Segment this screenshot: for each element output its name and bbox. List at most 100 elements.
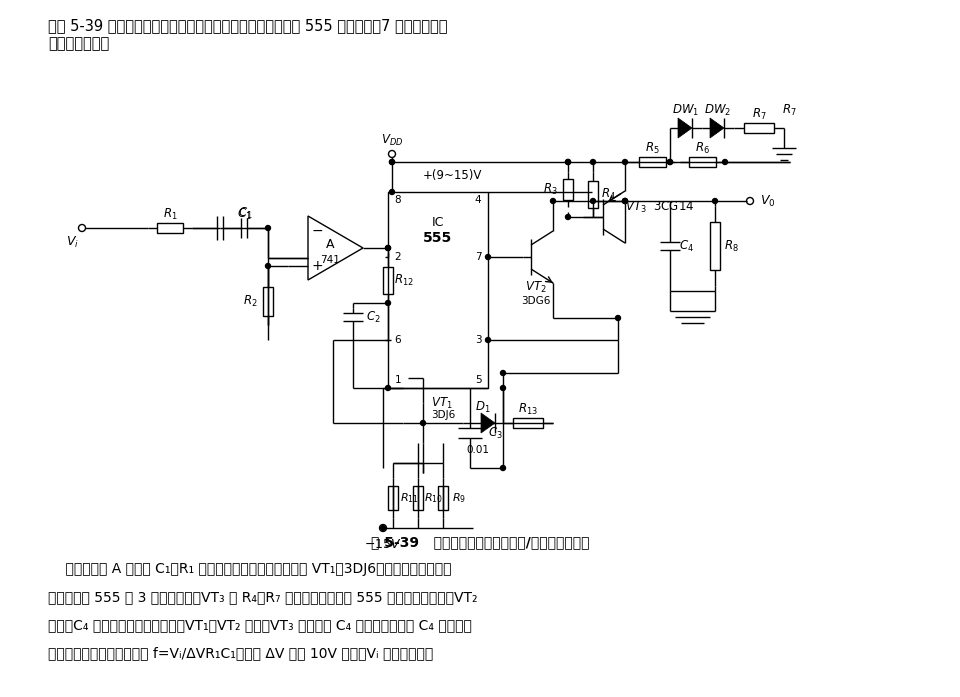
Circle shape xyxy=(550,199,556,204)
Text: 位开关，受 555 的 3 脚输出控制。VT₃ 和 R₄～R₇ 等接成恒流源。当 555 输出高电平期间，VT₂: 位开关，受 555 的 3 脚输出控制。VT₃ 和 R₄～R₇ 等接成恒流源。当… xyxy=(48,590,477,604)
Circle shape xyxy=(390,160,395,164)
Text: 3: 3 xyxy=(474,335,481,345)
Bar xyxy=(413,486,423,510)
Text: $V_{DD}$: $V_{DD}$ xyxy=(381,132,403,148)
Circle shape xyxy=(622,160,628,164)
Text: A: A xyxy=(325,238,334,250)
Circle shape xyxy=(622,199,628,204)
Text: 8: 8 xyxy=(395,195,401,205)
Circle shape xyxy=(723,160,728,164)
Text: $R_5$: $R_5$ xyxy=(645,141,660,155)
Circle shape xyxy=(500,466,506,470)
Text: IC: IC xyxy=(432,215,444,229)
Bar xyxy=(563,179,573,200)
Circle shape xyxy=(486,337,491,342)
Circle shape xyxy=(622,199,628,204)
Bar xyxy=(588,181,598,208)
Text: $R_1$: $R_1$ xyxy=(162,206,178,222)
Text: $VT_2$: $VT_2$ xyxy=(525,279,547,295)
Text: 5: 5 xyxy=(474,375,481,385)
Circle shape xyxy=(622,199,628,204)
Circle shape xyxy=(615,316,620,321)
Text: 出的是锄齿波。: 出的是锄齿波。 xyxy=(48,36,109,51)
Text: $R_4$: $R_4$ xyxy=(601,187,615,202)
Bar xyxy=(513,418,543,428)
Polygon shape xyxy=(678,118,692,138)
Circle shape xyxy=(486,254,491,259)
Circle shape xyxy=(590,199,595,204)
Circle shape xyxy=(565,215,570,220)
Circle shape xyxy=(386,245,391,250)
Circle shape xyxy=(380,526,386,530)
Bar xyxy=(388,192,488,388)
Bar xyxy=(388,486,398,510)
Circle shape xyxy=(667,160,673,164)
Text: $C_4$: $C_4$ xyxy=(679,238,693,254)
Text: 运算放大器 A 和电容 C₁、R₁ 等接成积分器，结型场效应管 VT₁（3DJ6）用作积分器放电复: 运算放大器 A 和电容 C₁、R₁ 等接成积分器，结型场效应管 VT₁（3DJ6… xyxy=(48,562,451,576)
Text: 555: 555 xyxy=(423,231,452,245)
Bar xyxy=(156,223,183,233)
Circle shape xyxy=(500,371,506,376)
Bar xyxy=(744,123,774,133)
Text: $R_6$: $R_6$ xyxy=(695,141,710,155)
Text: $DW_1$: $DW_1$ xyxy=(672,102,700,118)
Circle shape xyxy=(500,385,506,390)
Text: 4: 4 xyxy=(474,195,481,205)
Text: 图 5-39   输出为线性锄齿波的电压/频率转换器电路: 图 5-39 输出为线性锄齿波的电压/频率转换器电路 xyxy=(371,535,589,549)
Text: $R_7$: $R_7$ xyxy=(781,102,797,118)
Bar xyxy=(710,222,720,270)
Text: $VT_3$  3CG14: $VT_3$ 3CG14 xyxy=(625,199,694,215)
Text: $R_{12}$: $R_{12}$ xyxy=(395,273,414,288)
Bar xyxy=(438,486,448,510)
Text: $C_3$: $C_3$ xyxy=(488,425,502,441)
Circle shape xyxy=(565,160,570,164)
Circle shape xyxy=(565,160,570,164)
Text: $D_1$: $D_1$ xyxy=(475,399,491,415)
Text: $-$: $-$ xyxy=(311,223,324,237)
Text: $R_{10}$: $R_{10}$ xyxy=(424,491,444,505)
Text: $R_{11}$: $R_{11}$ xyxy=(399,491,419,505)
Text: $C_1$: $C_1$ xyxy=(238,206,252,220)
Text: $C_2$: $C_2$ xyxy=(366,309,380,325)
Text: $R_9$: $R_9$ xyxy=(452,491,466,505)
Text: $R_2$: $R_2$ xyxy=(243,294,257,309)
Text: 3DG6: 3DG6 xyxy=(521,296,551,306)
Text: 7: 7 xyxy=(474,252,481,262)
Text: 电压线性增长。锄齿波频率 f=Vᵢ/ΔVR₁C₁，式中 ΔV 约为 10V 左右，Vᵢ 为输入电压。: 电压线性增长。锄齿波频率 f=Vᵢ/ΔVR₁C₁，式中 ΔV 约为 10V 左右… xyxy=(48,646,433,660)
Text: 导通，C₄ 放电。而在低电平期间，VT₁、VT₂ 截止，VT₃ 以恒流对 C₄ 进行充电，保证 C₄ 上的锄齿: 导通，C₄ 放电。而在低电平期间，VT₁、VT₂ 截止，VT₃ 以恒流对 C₄ … xyxy=(48,618,472,632)
Circle shape xyxy=(266,226,271,231)
Text: $C_1$: $C_1$ xyxy=(237,206,252,222)
Circle shape xyxy=(420,420,425,425)
Text: $R_8$: $R_8$ xyxy=(724,238,738,254)
Text: $R_7$: $R_7$ xyxy=(752,107,766,121)
Polygon shape xyxy=(481,413,495,433)
Text: +(9~15)V: +(9~15)V xyxy=(422,169,482,183)
Text: 0.01: 0.01 xyxy=(467,445,490,455)
Bar xyxy=(639,157,666,167)
Bar xyxy=(383,267,393,294)
Text: 3DJ6: 3DJ6 xyxy=(431,410,455,420)
Text: 6: 6 xyxy=(395,335,401,345)
Text: $R_3$: $R_3$ xyxy=(542,182,558,197)
Text: $VT_1$: $VT_1$ xyxy=(431,395,453,411)
Circle shape xyxy=(386,300,391,305)
Text: $V_i$: $V_i$ xyxy=(65,234,79,250)
Bar xyxy=(689,157,716,167)
Circle shape xyxy=(390,160,395,164)
Text: $+$: $+$ xyxy=(311,259,324,273)
Circle shape xyxy=(590,160,595,164)
Circle shape xyxy=(386,385,391,390)
Text: 1: 1 xyxy=(395,375,401,385)
Text: 741: 741 xyxy=(320,255,340,265)
Text: $DW_2$: $DW_2$ xyxy=(705,102,732,118)
Circle shape xyxy=(266,263,271,268)
Circle shape xyxy=(667,160,673,164)
Bar xyxy=(263,287,273,316)
Text: $-15V$: $-15V$ xyxy=(364,539,402,551)
Circle shape xyxy=(390,190,395,194)
Circle shape xyxy=(712,199,717,204)
Text: 如图 5-39 所示，该电路实际上是一个压控振荡器，其输出接 555 的放电端（7 脚），因而输: 如图 5-39 所示，该电路实际上是一个压控振荡器，其输出接 555 的放电端（… xyxy=(48,18,447,33)
Text: $R_{13}$: $R_{13}$ xyxy=(518,401,538,417)
Circle shape xyxy=(386,245,391,250)
Text: $V_0$: $V_0$ xyxy=(760,194,776,208)
